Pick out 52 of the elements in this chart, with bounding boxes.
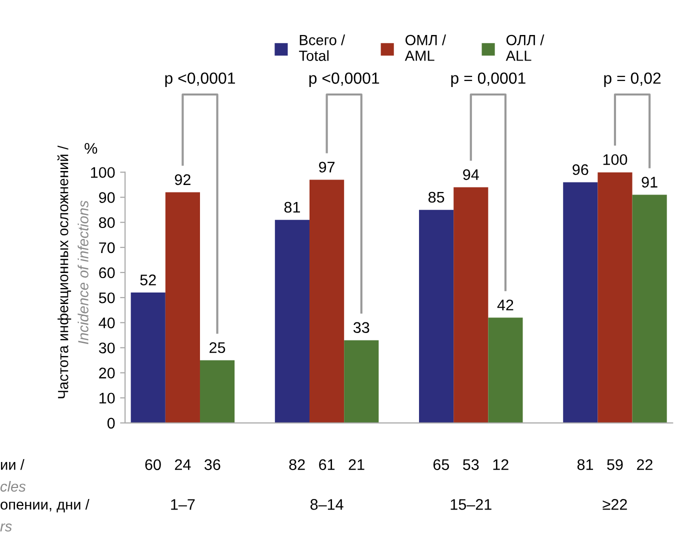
text: p = 0,0001 (451, 72, 526, 87)
bar (454, 187, 488, 423)
y-tick-label: 80 (99, 217, 115, 228)
text: 65 53 12 (433, 459, 508, 470)
y-tick-label: 70 (99, 242, 115, 254)
text: p = 0,02 (604, 72, 661, 87)
legend-label: ОЛЛ / ALL (506, 34, 544, 61)
bar (200, 360, 235, 423)
data-label: 96 (572, 164, 588, 176)
x-tick-label: 15–21 (450, 499, 492, 510)
bar (344, 340, 379, 423)
data-label: 97 (319, 162, 335, 173)
data-label: 91 (642, 176, 658, 188)
text: p <0,0001 (165, 72, 235, 87)
bar (310, 180, 344, 423)
y-tick-label: 50 (98, 292, 115, 304)
y-tick-label: 0 (107, 418, 115, 429)
data-label: 52 (140, 274, 156, 286)
data-label: 42 (497, 300, 514, 310)
bar (488, 318, 523, 423)
y-tick-label: 60 (99, 267, 115, 278)
y-tick-label: 20 (99, 368, 115, 378)
text: p <0,0001 (309, 72, 380, 87)
data-label: 92 (174, 174, 190, 186)
bar (274, 220, 310, 423)
bar (165, 192, 200, 423)
text: опении, дни / rs (0, 498, 90, 532)
bar (598, 172, 632, 423)
data-label: 85 (428, 192, 444, 203)
text: ии / cles (0, 459, 26, 492)
text: 82 61 21 (289, 459, 364, 470)
legend-label: ОМЛ / AML (404, 34, 446, 61)
bar (130, 292, 166, 423)
x-tick-label: 8–14 (310, 499, 344, 510)
bar (419, 210, 454, 423)
y-tick-label: 90 (99, 192, 115, 203)
y-tick-label: 10 (100, 392, 115, 404)
data-label: 100 (603, 154, 628, 166)
bar (563, 182, 598, 423)
data-label: 94 (463, 169, 479, 180)
x-tick-label: ≥22 (602, 499, 627, 510)
data-label: 25 (210, 342, 226, 354)
y-tick-label: 40 (98, 318, 115, 328)
bar (632, 194, 667, 423)
y-tick-label: 100 (91, 167, 115, 178)
legend-label: Всего / Total (299, 34, 346, 61)
text: 60 24 36 (145, 459, 220, 470)
text: 81 59 22 (577, 459, 652, 470)
x-tick-label: 1–7 (171, 499, 195, 510)
data-label: 33 (353, 322, 370, 334)
y-tick-label: 30 (98, 342, 115, 354)
data-label: 81 (284, 202, 300, 213)
